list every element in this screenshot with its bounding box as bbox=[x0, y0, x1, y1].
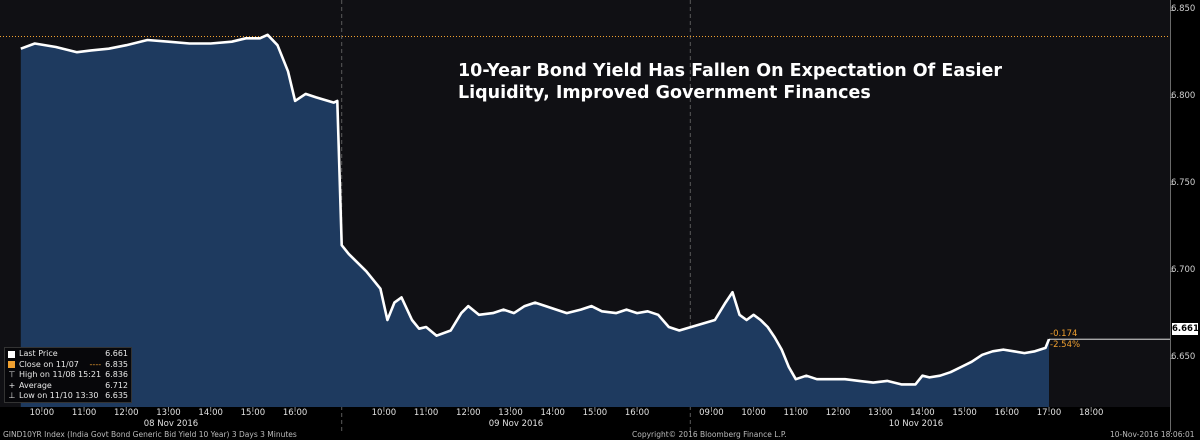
x-tick-label: 14:00 bbox=[198, 408, 223, 418]
x-tick-label: 10:00 bbox=[741, 408, 766, 418]
yield-area bbox=[20, 34, 1049, 408]
x-tick-label: 13:00 bbox=[498, 408, 523, 418]
filled-square-icon bbox=[8, 350, 15, 358]
chart-title-line-1: 10-Year Bond Yield Has Fallen On Expecta… bbox=[458, 61, 1003, 81]
legend-label: Last Price bbox=[19, 349, 58, 358]
x-tick-label: 09:00 bbox=[699, 408, 724, 418]
x-tick-label: 14:00 bbox=[910, 408, 935, 418]
high-marker-icon: ⊤ bbox=[8, 370, 16, 380]
average-marker-icon: + bbox=[8, 380, 16, 390]
x-tick-label: 15:00 bbox=[952, 408, 977, 418]
legend-label: Low on 11/10 13:30 bbox=[19, 391, 99, 401]
chart-legend: Last Price 6.661 Close on 11/07 ---- 6.83… bbox=[4, 347, 132, 403]
low-marker-icon: ⊥ bbox=[8, 391, 16, 401]
x-tick-label: 12:00 bbox=[825, 408, 851, 418]
x-day-label: 09 Nov 2016 bbox=[488, 419, 544, 429]
pct-change-label: -2.54% bbox=[1050, 340, 1081, 350]
yield-line bbox=[20, 33, 1051, 386]
footer-timestamp: 10-Nov-2016 18:06:01 bbox=[1110, 430, 1195, 439]
orange-square-icon bbox=[8, 361, 15, 369]
x-tick-label: 16:00 bbox=[994, 408, 1020, 418]
x-tick-label: 10:00 bbox=[371, 408, 397, 418]
legend-entry-last-price: Last Price 6.661 bbox=[8, 349, 128, 360]
chart-title: 10-Year Bond Yield Has Fallen On Expecta… bbox=[458, 60, 1058, 104]
x-tick-label: 11:00 bbox=[413, 408, 439, 418]
x-tick-label: 13:00 bbox=[867, 408, 893, 418]
x-tick-label: 18:00 bbox=[1078, 408, 1104, 418]
legend-entry-close: Close on 11/07 ---- 6.835 bbox=[8, 360, 128, 371]
x-tick-label: 12:00 bbox=[456, 408, 481, 418]
x-day-label: 10 Nov 2016 bbox=[888, 419, 944, 429]
y-tick-label: 6.750 bbox=[1171, 178, 1196, 189]
x-tick-label: 15:00 bbox=[582, 408, 608, 418]
last-price-tag: 6.661 bbox=[1172, 323, 1199, 335]
footer-copyright: Copyright© 2016 Bloomberg Finance L.P. bbox=[632, 430, 787, 439]
y-tick-label: 6.700 bbox=[1171, 265, 1196, 276]
dashed-line-icon: ---- bbox=[89, 359, 102, 369]
legend-entry-average: + Average 6.712 bbox=[8, 381, 128, 392]
legend-label: Average bbox=[19, 380, 52, 390]
legend-value: 6.661 bbox=[105, 349, 128, 358]
x-tick-label: 16:00 bbox=[624, 408, 650, 418]
x-tick-label: 11:00 bbox=[783, 408, 809, 418]
x-tick-label: 17:00 bbox=[1036, 408, 1062, 418]
legend-value: 6.712 bbox=[105, 380, 128, 390]
chart-title-line-2: Liquidity, Improved Government Finances bbox=[458, 83, 871, 103]
footer-index-description: GIND10YR Index (India Govt Bond Generic … bbox=[3, 430, 297, 439]
x-tick-label: 14:00 bbox=[540, 408, 565, 418]
net-change-label: -0.174 bbox=[1050, 329, 1078, 339]
x-tick-label: 11:00 bbox=[71, 408, 97, 418]
x-day-label: 08 Nov 2016 bbox=[143, 419, 199, 429]
legend-entry-high: ⊤ High on 11/08 15:21 6.836 bbox=[8, 370, 128, 381]
y-tick-label: 6.650 bbox=[1171, 352, 1196, 363]
legend-value: 6.635 bbox=[105, 391, 128, 401]
legend-value: 6.835 bbox=[105, 359, 128, 369]
x-tick-label: 13:00 bbox=[156, 408, 181, 418]
x-tick-label: 16:00 bbox=[282, 408, 308, 418]
x-tick-label: 10:00 bbox=[29, 408, 55, 418]
legend-entry-low: ⊥ Low on 11/10 13:30 6.635 bbox=[8, 391, 128, 402]
legend-value: 6.836 bbox=[105, 370, 128, 380]
y-tick-label: 6.850 bbox=[1171, 4, 1196, 15]
x-tick-label: 15:00 bbox=[240, 408, 266, 418]
legend-label: Close on 11/07 bbox=[19, 359, 79, 369]
y-tick-label: 6.800 bbox=[1171, 91, 1196, 102]
x-tick-label: 12:00 bbox=[114, 408, 139, 418]
legend-label: High on 11/08 15:21 bbox=[19, 370, 102, 380]
